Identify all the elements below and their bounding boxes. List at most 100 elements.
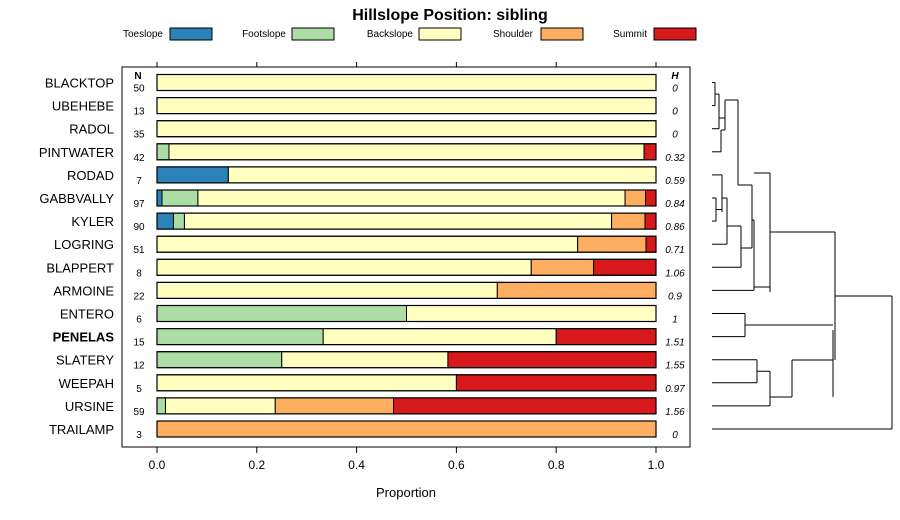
x-tick-label-5: 1.0 — [648, 458, 665, 472]
bar-row-12 — [156, 351, 657, 369]
bar-outline-6 — [156, 212, 657, 230]
h-label-15: 0 — [672, 430, 678, 441]
bar-outline-12 — [156, 351, 657, 369]
bar-segment-3-2 — [168, 143, 645, 161]
bar-outline-8 — [156, 258, 657, 276]
bar-segment-9-2 — [156, 281, 498, 299]
legend-label-2: Backslope — [367, 29, 414, 40]
bar-row-4 — [156, 166, 657, 184]
legend-swatch-0 — [169, 27, 213, 41]
row-label-12: SLATERY — [56, 353, 114, 368]
bar-segment-4-0 — [156, 166, 229, 184]
n-label-6: 90 — [133, 222, 145, 233]
bar-segment-5-1 — [161, 189, 199, 207]
bar-segment-12-4 — [447, 351, 657, 369]
n-label-3: 42 — [133, 153, 145, 164]
h-label-12: 1.55 — [665, 361, 685, 372]
bar-segment-8-3 — [530, 258, 595, 276]
bar-segment-6-2 — [183, 212, 613, 230]
bar-segment-7-2 — [156, 235, 579, 253]
legend-label-0: Toeslope — [123, 29, 163, 40]
legend-label-1: Footslope — [242, 29, 286, 40]
bar-segment-12-2 — [281, 351, 449, 369]
legend-swatch-2 — [418, 27, 462, 41]
bar-segment-13-2 — [156, 374, 457, 392]
bar-row-11 — [156, 328, 657, 346]
bar-segment-8-2 — [156, 258, 532, 276]
bar-outline-4 — [156, 166, 657, 184]
bar-outline-10 — [156, 304, 657, 323]
h-label-11: 1.51 — [665, 338, 684, 349]
bar-segment-15-3 — [156, 420, 657, 438]
n-label-14: 59 — [133, 407, 145, 418]
bar-segment-7-3 — [577, 235, 647, 253]
x-tick-label-0: 0.0 — [149, 458, 166, 472]
bars — [156, 73, 657, 438]
bar-outline-11 — [156, 328, 657, 346]
bar-outline-5 — [156, 189, 657, 207]
bar-row-1 — [156, 96, 657, 115]
h-label-13: 0.97 — [665, 384, 685, 395]
bar-segment-13-4 — [455, 374, 657, 392]
bar-segment-6-0 — [156, 212, 174, 230]
bar-outline-7 — [156, 235, 657, 253]
n-label-7: 51 — [133, 245, 145, 256]
h-labels: 0 0 0 0.32 0.59 0.84 0.86 0.71 1.06 0.9 1 1.51 1.55 0… — [665, 84, 685, 442]
row-label-15: TRAILAMP — [49, 422, 114, 437]
bar-row-5 — [156, 189, 657, 207]
n-label-13: 5 — [136, 384, 142, 395]
bar-row-3 — [156, 143, 657, 161]
h-label-9: 0.9 — [668, 291, 682, 302]
x-axis: 0.0 0.2 0.4 0.6 0.8 1.0 — [149, 447, 665, 472]
h-label-6: 0.86 — [665, 222, 685, 233]
top-axis-ticks — [156, 62, 657, 67]
bar-row-15 — [156, 420, 657, 438]
x-tick-label-3: 0.6 — [448, 458, 465, 472]
n-label-2: 35 — [133, 130, 145, 141]
row-label-1: UBEHEBE — [52, 99, 114, 114]
row-label-5: GABBVALLY — [39, 191, 114, 206]
bar-segment-1-2 — [156, 97, 657, 115]
bar-row-2 — [156, 120, 657, 138]
n-label-9: 22 — [133, 291, 145, 302]
bar-segment-10-2 — [406, 305, 657, 322]
h-label-3: 0.32 — [665, 153, 685, 164]
bar-segment-6-3 — [611, 212, 646, 230]
x-tick-label-1: 0.2 — [248, 458, 265, 472]
h-label-5: 0.84 — [665, 199, 685, 210]
bar-segment-11-1 — [156, 328, 324, 346]
bar-outline-3 — [156, 143, 657, 161]
chart-title: Hillslope Position: sibling — [352, 7, 548, 24]
n-label-15: 3 — [136, 430, 142, 441]
x-axis-label: Proportion — [376, 485, 436, 500]
legend-swatch-4 — [653, 27, 697, 41]
bar-row-8 — [156, 258, 657, 276]
bar-segment-3-1 — [156, 143, 170, 161]
bar-segment-11-4 — [555, 328, 657, 346]
x-tick-label-4: 0.8 — [548, 458, 565, 472]
bar-segment-14-3 — [274, 397, 395, 415]
n-label-11: 15 — [133, 338, 145, 349]
row-label-9: ARMOINE — [53, 283, 114, 298]
n-label-8: 8 — [136, 268, 142, 279]
legend-label-4: Summit — [613, 29, 647, 40]
bar-outline-2 — [156, 120, 657, 138]
bar-segment-5-2 — [197, 189, 626, 207]
row-label-4: RODAD — [67, 168, 114, 183]
h-label-10: 1 — [672, 315, 678, 326]
bar-segment-4-2 — [227, 166, 657, 184]
row-label-8: BLAPPERT — [46, 260, 114, 275]
row-label-10: ENTERO — [60, 307, 114, 322]
bar-segment-14-1 — [156, 397, 166, 415]
row-label-3: PINTWATER — [39, 145, 114, 160]
h-label-1: 0 — [672, 107, 678, 118]
n-label-4: 7 — [136, 176, 142, 187]
x-tick-label-2: 0.4 — [348, 458, 365, 472]
row-label-13: WEEPAH — [59, 376, 114, 391]
n-label-5: 97 — [133, 199, 145, 210]
bar-segment-6-1 — [172, 212, 185, 230]
bar-segment-0-2 — [156, 74, 657, 91]
plot-frame — [121, 66, 691, 448]
bar-outline-15 — [156, 420, 657, 438]
